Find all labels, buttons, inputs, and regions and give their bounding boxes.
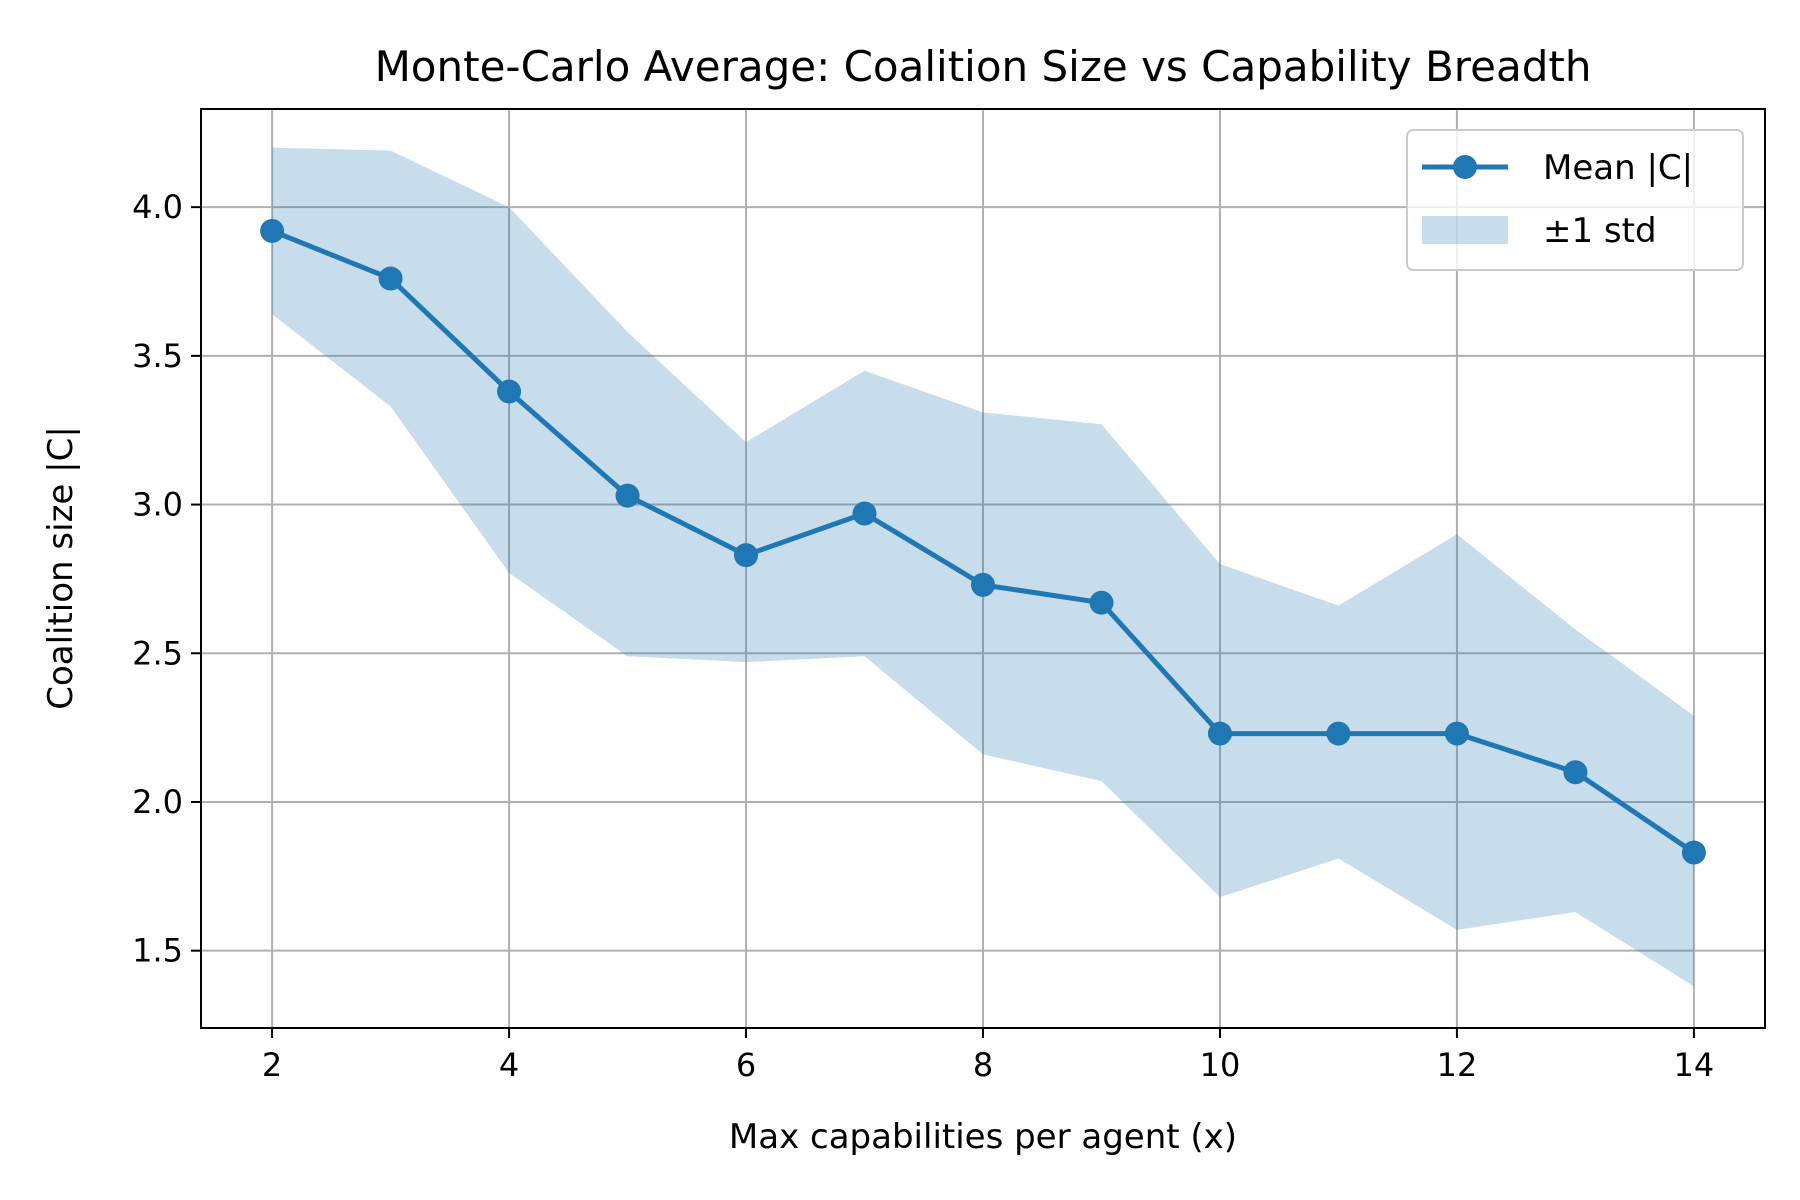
y-axis-label: Coalition size |C| [41,426,81,710]
chart-title: Monte-Carlo Average: Coalition Size vs C… [375,42,1592,91]
axis-ticks: 2 4 6 8 10 12 14 1.5 2.0 2.5 3.0 3.5 4.0 [132,188,1714,1084]
y-tick-label: 2.5 [132,634,183,672]
y-tick-label: 3.5 [132,337,183,375]
legend: Mean |C| ±1 std [1406,129,1744,271]
x-tick-label: 12 [1437,1046,1478,1084]
x-tick-label: 6 [736,1046,756,1084]
mean-point [497,379,522,404]
y-tick-label: 4.0 [132,188,183,226]
y-tick-label: 1.5 [132,932,183,970]
mean-point [1326,721,1351,746]
std-band [272,147,1694,987]
y-tick-label: 2.0 [132,783,183,821]
grid [201,109,1765,1028]
legend-marker-swatch [1453,155,1477,179]
mean-point [1681,840,1706,865]
std-band-layer [272,147,1694,987]
y-tick-label: 3.0 [132,486,183,524]
mean-point [852,501,877,526]
mean-point [1089,590,1114,615]
mean-point [1563,760,1588,785]
mean-point [260,218,285,243]
x-tick-label: 10 [1200,1046,1241,1084]
legend-label-mean: Mean |C| [1543,148,1693,188]
mean-point [1444,721,1469,746]
x-axis-label: Max capabilities per agent (x) [729,1117,1237,1157]
x-tick-label: 8 [973,1046,993,1084]
x-tick-label: 14 [1674,1046,1715,1084]
mean-point [734,543,759,568]
mean-point [1207,721,1232,746]
mean-point [615,483,640,508]
mean-markers [260,218,1706,865]
mean-point [971,572,995,597]
mean-point [378,266,403,291]
legend-label-std: ±1 std [1543,211,1657,251]
x-tick-label: 2 [262,1046,282,1084]
legend-band-swatch [1422,216,1508,244]
x-tick-label: 4 [499,1046,519,1084]
